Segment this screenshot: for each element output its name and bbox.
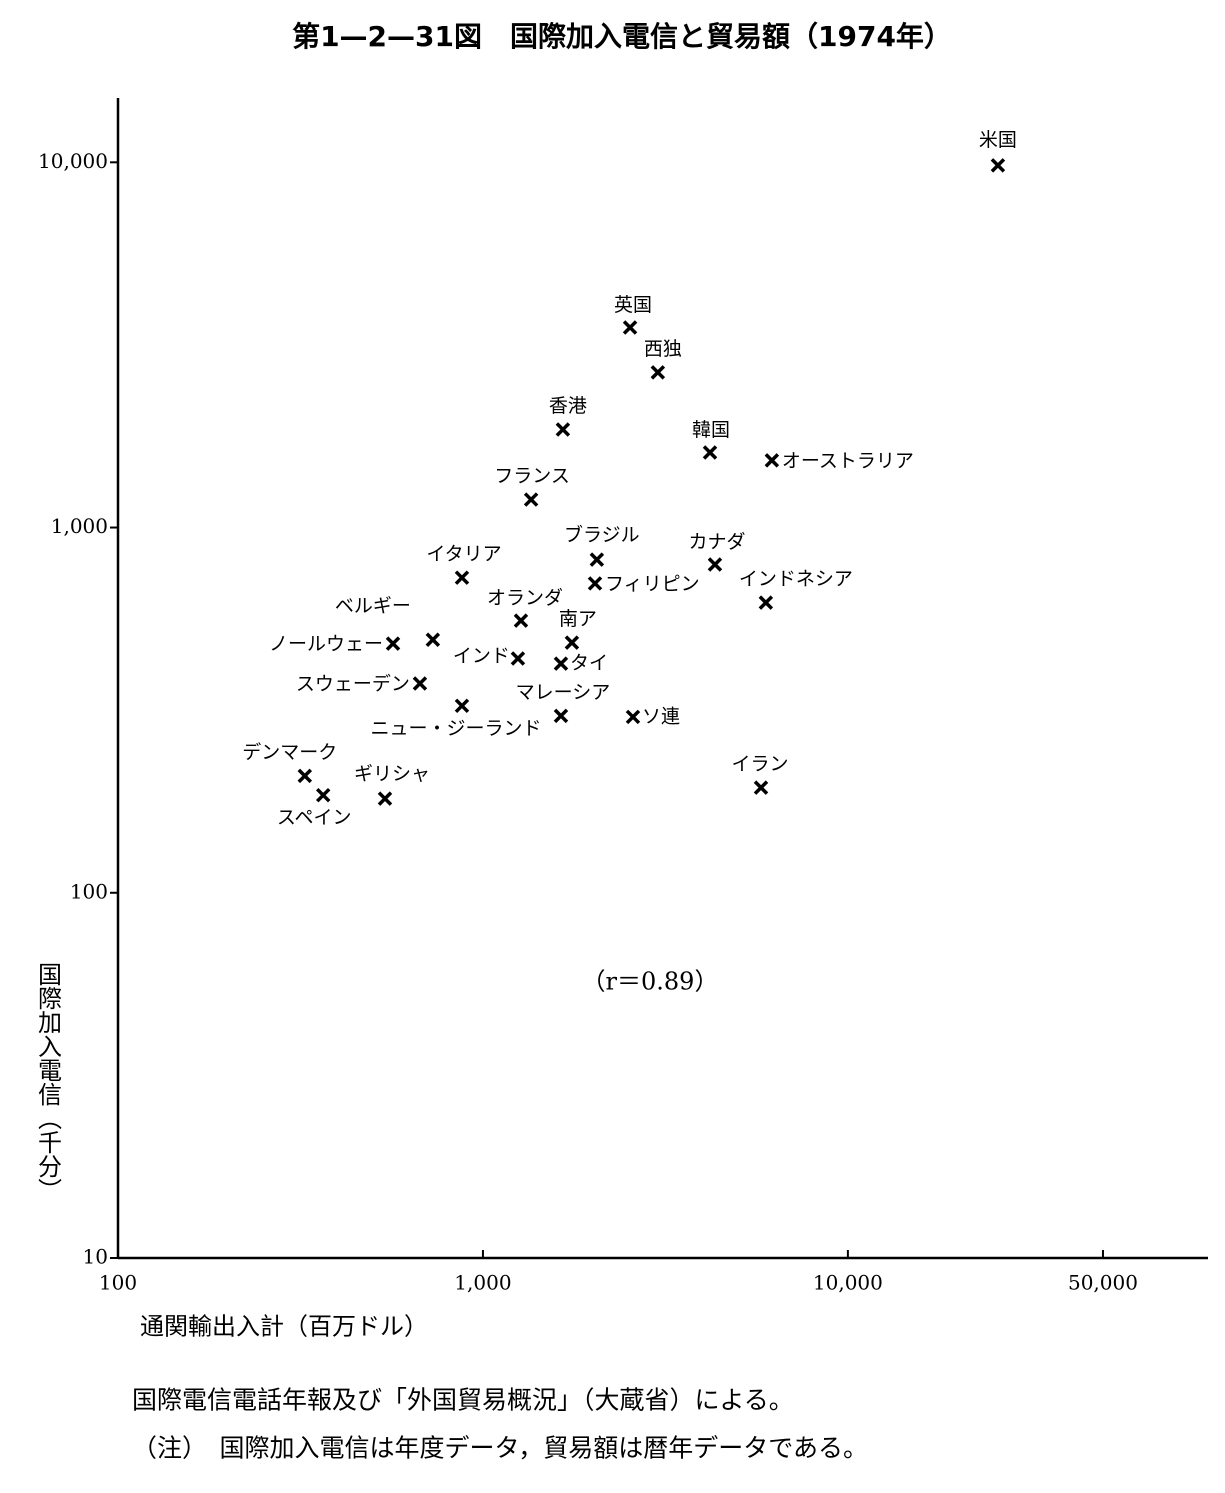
point-marker: [589, 552, 605, 567]
point-marker: [425, 632, 441, 647]
point-marker: [513, 613, 529, 628]
point-label: ブラジル: [564, 523, 640, 546]
point-marker: [587, 576, 603, 591]
point-label: フランス: [494, 465, 570, 487]
point-marker: [553, 708, 569, 724]
x-tick-label: 10,000: [813, 1271, 883, 1295]
point-label: ノールウェー: [269, 633, 383, 655]
point-label: オランダ: [487, 587, 563, 609]
point-label: マレーシア: [516, 681, 611, 703]
point-label: 西独: [644, 338, 682, 360]
x-tick-label: 100: [99, 1271, 137, 1295]
point-label: インド: [453, 645, 510, 667]
point-marker: [377, 791, 393, 806]
point-label: 英国: [614, 294, 652, 316]
y-tick-label: 10: [83, 1245, 108, 1269]
x-axis-label: 通関輸出入計（百万ドル）: [140, 1313, 428, 1341]
point-marker: [454, 698, 470, 714]
point-marker: [758, 595, 774, 610]
point-marker: [702, 445, 718, 460]
point-marker: [553, 656, 569, 671]
point-marker: [753, 780, 769, 795]
point-marker: [385, 636, 401, 651]
point-label: カナダ: [688, 531, 745, 553]
point-marker: [315, 787, 331, 803]
point-marker: [564, 635, 580, 650]
y-tick-label: 100: [70, 879, 108, 903]
source-note: 国際電信電話年報及び「外国貿易概況」（大蔵省）による。: [132, 1386, 794, 1415]
point-marker: [510, 651, 526, 666]
point-label: 南ア: [559, 608, 597, 630]
y-tick-label: 1,000: [51, 514, 108, 538]
point-label: ニュー・ジーランド: [370, 717, 541, 739]
point-marker: [764, 453, 780, 468]
point-label: 米国: [979, 129, 1017, 151]
y-axis-label: 国際加入電信（千分）: [34, 962, 62, 1202]
point-label: デンマーク: [242, 741, 337, 763]
point-marker: [555, 422, 571, 437]
point-marker: [707, 557, 723, 572]
point-marker: [523, 492, 539, 507]
point-marker: [990, 158, 1006, 173]
footnote: （注） 国際加入電信は年度データ，貿易額は暦年データである。: [132, 1434, 868, 1463]
point-label: ソ連: [642, 705, 680, 727]
x-tick-label: 1,000: [454, 1271, 511, 1295]
chart-title: 第1—2—31図 国際加入電信と貿易額（1974年）: [292, 20, 952, 53]
point-marker: [650, 365, 666, 380]
point-label: スペイン: [277, 807, 352, 829]
point-label: ギリシャ: [354, 763, 430, 785]
point-label: 韓国: [692, 419, 730, 441]
point-label: イラン: [731, 753, 788, 775]
point-label: スウェーデン: [296, 673, 410, 695]
point-label: 香港: [549, 395, 587, 417]
x-tick-label: 50,000: [1068, 1271, 1138, 1295]
point-label: インドネシア: [739, 568, 853, 590]
point-label: フィリピン: [605, 573, 700, 595]
point-marker: [622, 320, 638, 335]
point-marker: [297, 768, 313, 784]
point-label: ベルギー: [335, 595, 411, 617]
point-marker: [412, 676, 428, 691]
point-marker: [454, 570, 470, 585]
annotation: （r＝0.89）: [582, 968, 719, 996]
y-tick-label: 10,000: [38, 149, 108, 173]
point-marker: [625, 709, 641, 725]
point-label: イタリア: [426, 543, 501, 565]
point-label: タイ: [570, 652, 608, 674]
point-label: オーストラリア: [782, 450, 914, 472]
